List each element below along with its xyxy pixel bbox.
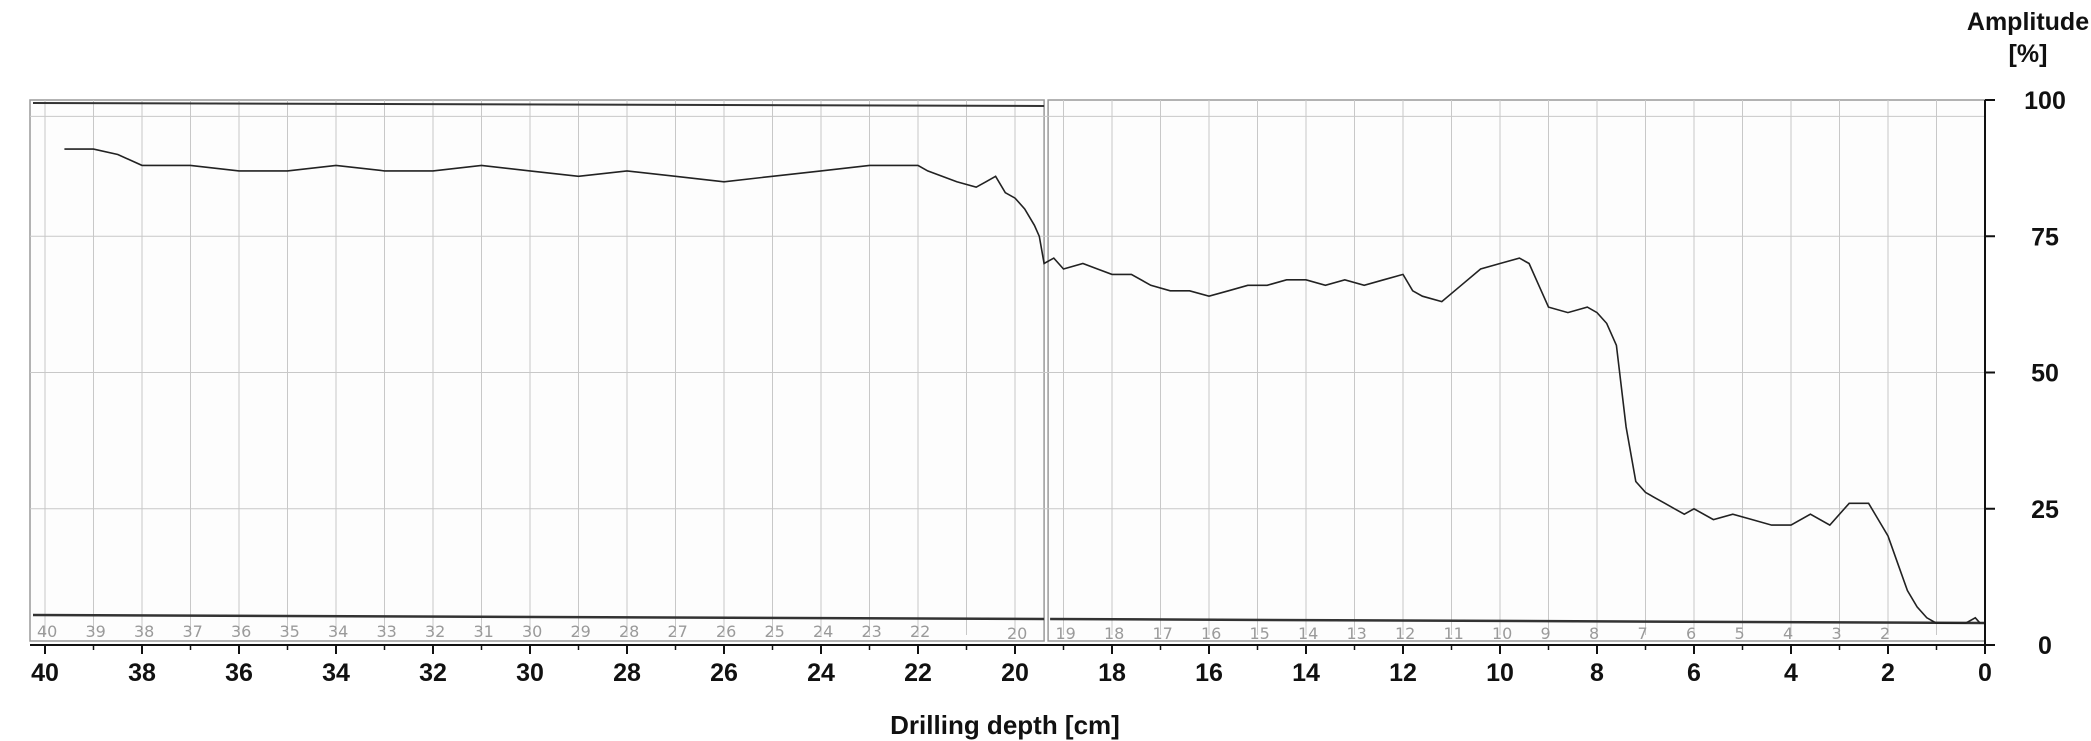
x-tick-label: 20 xyxy=(1001,659,1029,687)
paper-strip-label: 7 xyxy=(1638,624,1648,643)
paper-strip-label: 40 xyxy=(37,622,57,641)
paper-strip-label: 8 xyxy=(1589,624,1599,643)
paper-strip-label: 2 xyxy=(1880,624,1890,643)
x-tick-label: 38 xyxy=(128,659,156,687)
axes xyxy=(30,99,1995,654)
paper-strip-label: 24 xyxy=(813,622,833,641)
paper-strip-label: 4 xyxy=(1783,624,1793,643)
x-axis-title: Drilling depth [cm] xyxy=(890,710,1120,740)
paper-baseline-right xyxy=(1050,617,1986,625)
x-tick-label: 26 xyxy=(710,659,738,687)
paper-strip-label: 23 xyxy=(862,622,882,641)
x-tick-label: 34 xyxy=(322,659,350,687)
paper-baseline-left xyxy=(32,613,1045,621)
y-tick-label: 50 xyxy=(2031,360,2059,388)
grid-lines xyxy=(30,100,1986,635)
y-tick-label: 100 xyxy=(2024,87,2066,115)
paper-strip-labels: 40 39 38 37 36 35 34 33 32 31 30 29 28 27 26 25 24 23 22 20… xyxy=(37,622,1890,643)
paper-topline-left xyxy=(32,102,1045,107)
paper-strip-label: 35 xyxy=(280,622,300,641)
x-tick-label: 30 xyxy=(516,659,544,687)
x-tick-label: 16 xyxy=(1195,659,1223,687)
x-tick-label: 2 xyxy=(1881,659,1895,687)
paper-strip-label: 26 xyxy=(716,622,736,641)
x-tick-label: 8 xyxy=(1590,659,1604,687)
paper-strip-label: 22 xyxy=(910,622,930,641)
x-tick-label: 24 xyxy=(807,659,835,687)
x-tick-label: 22 xyxy=(904,659,932,687)
paper-strip-label: 30 xyxy=(522,622,542,641)
paper-strip-label: 10 xyxy=(1492,624,1512,643)
paper-strip-label: 15 xyxy=(1250,624,1270,643)
y-tick-label: 0 xyxy=(2038,632,2052,660)
y-axis-title-line2: [%] xyxy=(2009,40,2048,68)
paper-strip-label: 34 xyxy=(328,622,348,641)
x-tick-label: 18 xyxy=(1098,659,1126,687)
paper-strip-label: 17 xyxy=(1153,624,1173,643)
paper-strip-label: 11 xyxy=(1444,624,1464,643)
paper-strip-label: 20 xyxy=(1007,624,1027,643)
paper-strip-label: 9 xyxy=(1541,624,1551,643)
tick-labels: 40 38 36 34 32 30 28 26 24 22 20 18 16 14 12 10 8 6 4 2 0025… xyxy=(31,87,2066,687)
paper-strip-label: 14 xyxy=(1298,624,1318,643)
x-tick-label: 0 xyxy=(1978,659,1992,687)
x-tick-label: 36 xyxy=(225,659,253,687)
paper-strip-label: 19 xyxy=(1056,624,1076,643)
series-lines xyxy=(64,148,1981,625)
paper-panel-right xyxy=(1047,99,1986,642)
paper-strip-label: 13 xyxy=(1347,624,1367,643)
x-tick-label: 14 xyxy=(1292,659,1320,687)
paper-strip-label: 37 xyxy=(183,622,203,641)
paper-strip-label: 5 xyxy=(1735,624,1745,643)
y-tick-label: 25 xyxy=(2031,496,2059,524)
paper-strip-label: 36 xyxy=(231,622,251,641)
paper-strip-label: 33 xyxy=(377,622,397,641)
paper-strip-label: 18 xyxy=(1104,624,1124,643)
paper-strip-label: 28 xyxy=(619,622,639,641)
y-tick-label: 75 xyxy=(2031,223,2059,251)
paper-strip-label: 27 xyxy=(668,622,688,641)
paper-background xyxy=(29,99,1986,642)
paper-strip-label: 12 xyxy=(1395,624,1415,643)
paper-strip-label: 31 xyxy=(474,622,494,641)
paper-strip-label: 32 xyxy=(425,622,445,641)
paper-strip-label: 6 xyxy=(1686,624,1696,643)
paper-strip-label: 39 xyxy=(86,622,106,641)
paper-strip-label: 29 xyxy=(571,622,591,641)
paper-strip-label: 3 xyxy=(1832,624,1842,643)
x-tick-label: 32 xyxy=(419,659,447,687)
paper-strip-label: 38 xyxy=(134,622,154,641)
series-line xyxy=(64,148,1981,625)
y-axis-title-line1: Amplitude xyxy=(1967,8,2089,36)
x-tick-label: 6 xyxy=(1687,659,1701,687)
paper-strip-label: 25 xyxy=(765,622,785,641)
x-tick-label: 10 xyxy=(1486,659,1514,687)
x-tick-label: 28 xyxy=(613,659,641,687)
x-tick-label: 12 xyxy=(1389,659,1417,687)
x-tick-label: 4 xyxy=(1784,659,1798,687)
paper-strip-label: 16 xyxy=(1201,624,1221,643)
x-tick-label: 40 xyxy=(31,659,59,687)
paper-panel-left xyxy=(29,99,1045,642)
